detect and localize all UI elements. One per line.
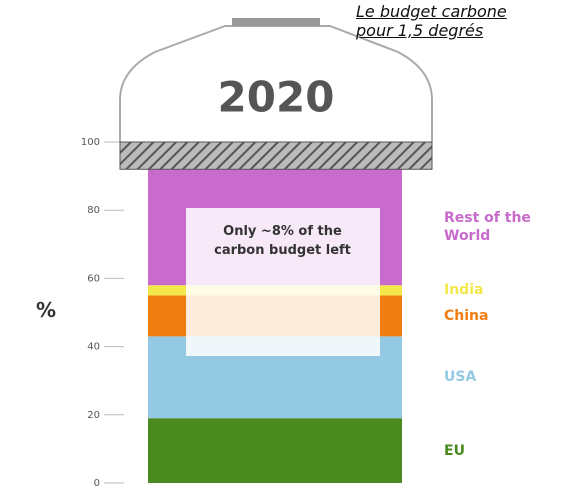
y-tick-label: 0: [94, 478, 100, 489]
budget-left: [119, 141, 433, 170]
bucket-grip: [232, 18, 320, 26]
legend-label: Rest of the World: [444, 210, 531, 245]
legend-label: EU: [444, 442, 465, 459]
title: Le budget carbone pour 1,5 degrés: [356, 2, 507, 40]
y-axis-label: %: [36, 298, 57, 322]
segment: [148, 418, 402, 483]
legend-label: USA: [444, 369, 477, 386]
y-tick-label: 40: [87, 342, 100, 353]
y-tick-label: 80: [87, 205, 100, 216]
legend-label: China: [444, 307, 489, 324]
annotation: Only ~8% of the carbon budget left: [214, 224, 351, 258]
y-tick-label: 60: [87, 273, 100, 284]
annotation-box: [186, 208, 380, 356]
y-tick-label: 100: [81, 137, 100, 148]
legend-label: India: [444, 282, 484, 299]
y-tick-label: 20: [87, 410, 100, 421]
year: 2020: [218, 73, 335, 122]
